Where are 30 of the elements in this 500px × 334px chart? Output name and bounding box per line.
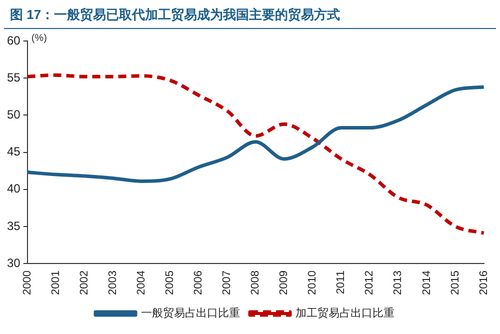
x-tick-label: 2005 [164, 270, 176, 296]
x-tick-label: 2006 [192, 270, 205, 296]
chart-title: 图 17：一般贸易已取代加工贸易成为我国主要的贸易方式 [4, 0, 496, 29]
x-tick-label: 2002 [78, 270, 90, 296]
y-tick-label: 55 [6, 70, 21, 84]
x-tick-label: 2003 [106, 270, 119, 296]
y-tick-label: 45 [6, 144, 21, 159]
y-tick-label: 35 [6, 218, 21, 233]
legend-label: 一般贸易占出口比重 [141, 306, 240, 320]
x-tick-label: 2001 [50, 270, 62, 296]
line-series [26, 85, 486, 183]
x-tick-label: 2011 [335, 270, 348, 294]
y-tick-label: 60 [6, 33, 21, 48]
y-tick-label: 30 [6, 256, 21, 270]
x-tick-label: 2014 [420, 270, 433, 296]
legend-label: 加工贸易占出口比重 [296, 306, 394, 320]
x-tick-label: 2008 [250, 270, 262, 296]
x-tick-label: 2010 [306, 270, 319, 296]
y-axis-title: (%) [31, 32, 47, 44]
y-tick-label: 50 [6, 107, 21, 122]
y-tick-label: 40 [6, 182, 21, 196]
x-tick-label: 2000 [21, 270, 34, 296]
x-tick-label: 2012 [364, 270, 376, 296]
x-tick-label: 2016 [478, 270, 490, 296]
line-series [26, 73, 486, 235]
x-tick-label: 2007 [221, 270, 234, 296]
x-tick-label: 2013 [392, 270, 404, 296]
x-tick-label: 2009 [278, 270, 290, 296]
x-tick-label: 2015 [449, 270, 462, 296]
x-tick-label: 2004 [135, 270, 148, 296]
